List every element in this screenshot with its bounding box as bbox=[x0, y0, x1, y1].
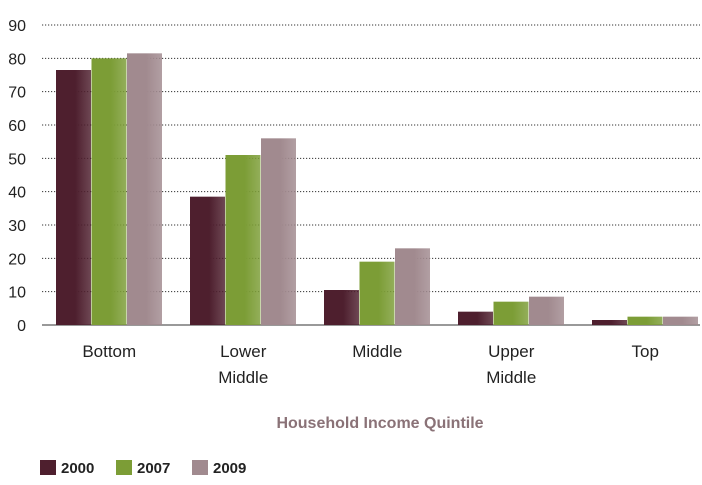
bar-2000-middle bbox=[324, 290, 359, 325]
y-tick-label: 10 bbox=[8, 285, 26, 302]
bar-2009-middle bbox=[395, 248, 430, 325]
bar-2009-top bbox=[663, 316, 698, 325]
legend-label-2007: 2007 bbox=[137, 460, 170, 477]
bar-2000-bottom bbox=[56, 70, 91, 325]
bar-2007-lower-middle bbox=[225, 155, 261, 325]
y-tick-label: 30 bbox=[8, 218, 26, 235]
y-tick-label: 80 bbox=[8, 51, 26, 68]
legend-label-2009: 2009 bbox=[213, 460, 246, 477]
x-axis-tick-labels: Bottom Lower Middle Middle Upper Middle Top bbox=[82, 342, 659, 387]
y-tick-label: 50 bbox=[8, 151, 26, 168]
bar-2000-top bbox=[592, 320, 627, 325]
y-tick-label: 90 bbox=[8, 18, 26, 35]
bars bbox=[56, 53, 698, 325]
x-tick-label: Upper bbox=[488, 342, 535, 361]
legend-label-2000: 2000 bbox=[61, 460, 94, 477]
bar-2009-upper-middle bbox=[529, 296, 564, 325]
legend-swatch-2009 bbox=[192, 460, 208, 475]
bar-2007-middle bbox=[359, 261, 395, 325]
x-tick-label: Bottom bbox=[82, 342, 136, 361]
y-tick-label: 20 bbox=[8, 251, 26, 268]
legend-swatch-2007 bbox=[116, 460, 132, 475]
bar-2000-upper-middle bbox=[458, 311, 493, 325]
x-tick-label: Top bbox=[632, 342, 659, 361]
bar-2007-upper-middle bbox=[493, 301, 529, 325]
bar-2009-lower-middle bbox=[261, 138, 296, 325]
x-tick-label: Middle bbox=[218, 368, 268, 387]
y-tick-label: 60 bbox=[8, 118, 26, 135]
x-tick-label: Middle bbox=[486, 368, 536, 387]
bar-2009-bottom bbox=[127, 53, 162, 325]
bar-2000-lower-middle bbox=[190, 196, 225, 325]
y-tick-label: 0 bbox=[17, 318, 26, 335]
x-tick-label: Middle bbox=[352, 342, 402, 361]
x-tick-label: Lower bbox=[220, 342, 267, 361]
y-tick-label: 40 bbox=[8, 185, 26, 202]
bar-2007-top bbox=[627, 316, 663, 325]
legend-swatch-2000 bbox=[40, 460, 56, 475]
bar-2007-bottom bbox=[91, 58, 127, 325]
y-axis-tick-labels: 0 10 20 30 40 50 60 70 80 90 bbox=[8, 18, 26, 335]
y-tick-label: 70 bbox=[8, 85, 26, 102]
x-axis-title: Household Income Quintile bbox=[276, 415, 483, 432]
legend: 2000 2007 2009 bbox=[40, 460, 246, 477]
